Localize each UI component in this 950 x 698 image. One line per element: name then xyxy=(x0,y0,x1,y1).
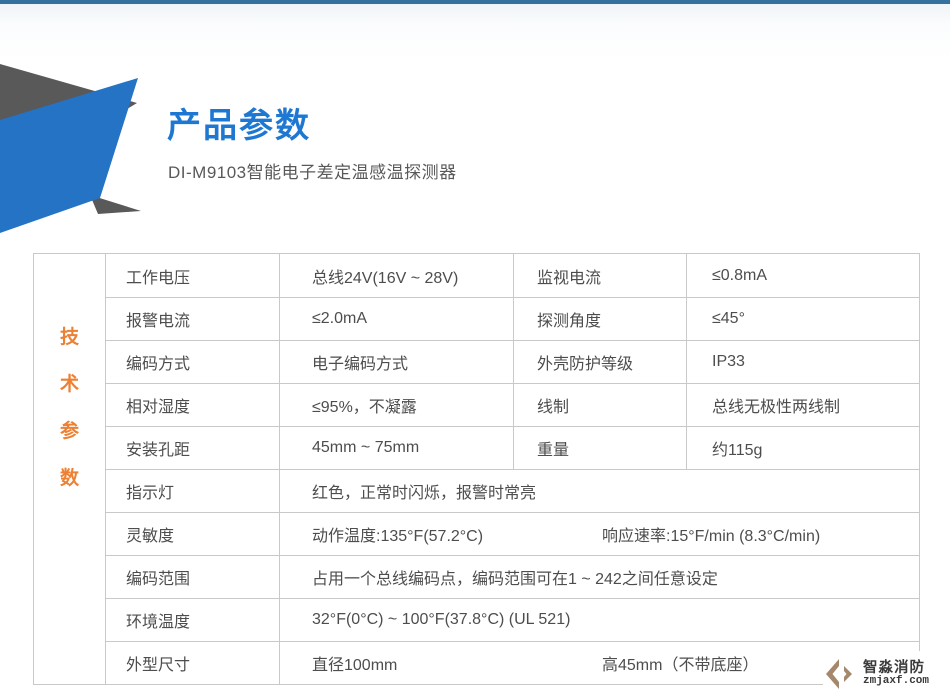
param-label: 编码范围 xyxy=(126,571,191,588)
param-value: IP33 xyxy=(686,341,919,383)
ribbon-decoration xyxy=(0,64,141,233)
top-accent-bar xyxy=(0,0,950,4)
table-row: 安装孔距 45mm ~ 75mm 重量 约115g xyxy=(106,426,919,469)
param-value-text: 红色，正常时闪烁，报警时常亮 xyxy=(312,485,537,502)
param-value: 总线24V(16V ~ 28V) xyxy=(279,254,513,297)
param-label: 灵敏度 xyxy=(126,528,175,545)
param-label: 线制 xyxy=(513,384,686,426)
param-value-text: 直径100mm xyxy=(312,657,398,674)
site-watermark: 智淼消防 zmjaxf.com xyxy=(823,651,948,697)
table-row: 外型尺寸 直径100mm 高45mm（不带底座） xyxy=(106,641,919,684)
table-row: 编码范围 占用一个总线编码点，编码范围可在1 ~ 242之间任意设定 xyxy=(106,555,919,598)
side-char: 技 xyxy=(59,327,79,348)
param-value: 45mm ~ 75mm xyxy=(279,427,513,469)
param-value: ≤2.0mA xyxy=(279,298,513,340)
param-value: 直径100mm 高45mm（不带底座） xyxy=(279,642,919,684)
table-side-header: 技 术 参 数 xyxy=(34,254,106,684)
param-value: 红色，正常时闪烁，报警时常亮 xyxy=(279,470,919,512)
param-label: 重量 xyxy=(513,427,686,469)
side-char: 参 xyxy=(59,421,79,442)
side-char: 数 xyxy=(59,468,79,489)
param-value: 总线无极性两线制 xyxy=(686,384,919,426)
watermark-site-url: zmjaxf.com xyxy=(863,674,930,687)
param-value: ≤0.8mA xyxy=(686,254,919,297)
table-row: 编码方式 电子编码方式 外壳防护等级 IP33 xyxy=(106,340,919,383)
table-row: 报警电流 ≤2.0mA 探测角度 ≤45° xyxy=(106,297,919,340)
param-value-text-secondary: 响应速率:15°F/min (8.3°C/min) xyxy=(602,528,821,545)
table-row: 工作电压 总线24V(16V ~ 28V) 监视电流 ≤0.8mA xyxy=(106,254,919,297)
param-label: 安装孔距 xyxy=(126,442,191,459)
table-row: 指示灯 红色，正常时闪烁，报警时常亮 xyxy=(106,469,919,512)
param-value: 动作温度:135°F(57.2°C) 响应速率:15°F/min (8.3°C/… xyxy=(279,513,919,555)
param-label: 外壳防护等级 xyxy=(513,341,686,383)
page-title: 产品参数 xyxy=(167,107,311,145)
param-label: 工作电压 xyxy=(126,269,191,287)
side-char: 术 xyxy=(59,374,79,395)
param-label: 外型尺寸 xyxy=(126,657,191,674)
param-label: 报警电流 xyxy=(126,313,191,330)
param-label: 监视电流 xyxy=(513,254,686,297)
ribbon-gray-fold xyxy=(90,195,141,214)
param-label: 编码方式 xyxy=(126,356,191,373)
param-label: 探测角度 xyxy=(513,298,686,340)
param-value: 占用一个总线编码点，编码范围可在1 ~ 242之间任意设定 xyxy=(279,556,919,598)
param-label: 环境温度 xyxy=(126,614,191,631)
ribbon-blue-flag xyxy=(0,78,138,233)
technical-parameters-table: 技 术 参 数 工作电压 总线24V(16V ~ 28V) 监视电流 ≤0.8m… xyxy=(33,253,920,685)
param-value: ≤95%，不凝露 xyxy=(279,384,513,426)
param-value-text-secondary: 高45mm（不带底座） xyxy=(602,657,759,674)
table-rows: 工作电压 总线24V(16V ~ 28V) 监视电流 ≤0.8mA 报警电流 ≤… xyxy=(106,254,919,684)
param-label: 指示灯 xyxy=(126,485,175,502)
watermark-logo-icon xyxy=(826,659,852,689)
product-model-subtitle: DI-M9103智能电子差定温感温探测器 xyxy=(168,163,457,182)
param-value: ≤45° xyxy=(686,298,919,340)
param-value: 32°F(0°C) ~ 100°F(37.8°C) (UL 521) xyxy=(279,599,919,641)
param-label: 相对湿度 xyxy=(126,399,191,416)
param-value-text: 动作温度:135°F(57.2°C) xyxy=(312,528,484,545)
table-row: 相对湿度 ≤95%，不凝露 线制 总线无极性两线制 xyxy=(106,383,919,426)
watermark-brand-name: 智淼消防 xyxy=(863,659,925,676)
watermark-text: 智淼消防 zmjaxf.com xyxy=(863,659,930,688)
param-value: 约115g xyxy=(686,427,919,469)
param-value-text: 占用一个总线编码点，编码范围可在1 ~ 242之间任意设定 xyxy=(312,571,718,588)
table-row: 灵敏度 动作温度:135°F(57.2°C) 响应速率:15°F/min (8.… xyxy=(106,512,919,555)
param-value-text: 32°F(0°C) ~ 100°F(37.8°C) (UL 521) xyxy=(312,611,571,628)
param-value: 电子编码方式 xyxy=(279,341,513,383)
table-row: 环境温度 32°F(0°C) ~ 100°F(37.8°C) (UL 521) xyxy=(106,598,919,641)
